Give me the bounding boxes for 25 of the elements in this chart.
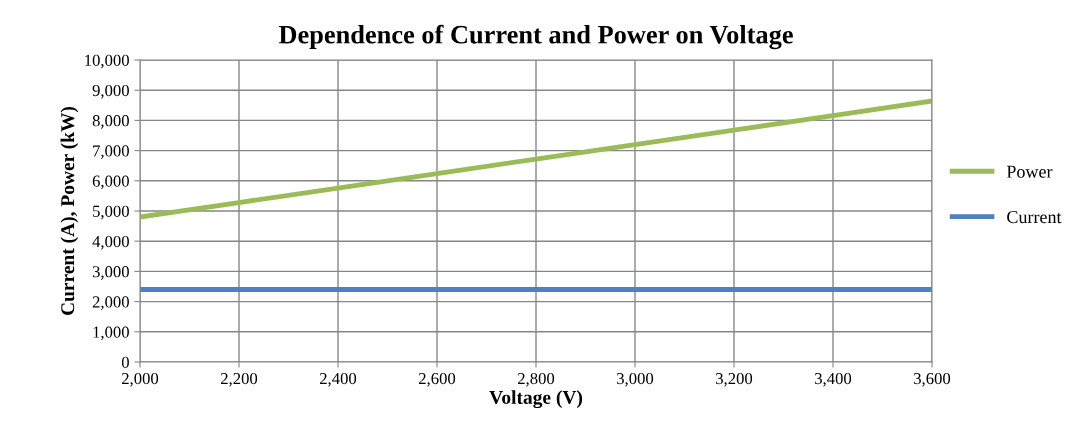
y-tick-label: 1,000 — [93, 326, 129, 341]
y-tick-label: 0 — [121, 356, 129, 368]
legend-label: Current — [1007, 211, 1062, 224]
y-tick-label: 3,000 — [92, 266, 129, 280]
y-axis-title: Current (A), Power (kW) — [60, 106, 79, 315]
x-tick-label: 2,000 — [121, 372, 159, 387]
x-tick-label: 2,400 — [319, 372, 357, 387]
y-tick-label: 4,000 — [92, 235, 129, 250]
y-tick-label: 9,000 — [92, 84, 129, 99]
y-tick-label: 5,000 — [93, 205, 129, 220]
x-tick-label: 2,800 — [517, 372, 555, 387]
x-tick-label: 3,000 — [617, 372, 654, 387]
x-tick-label: 2,600 — [418, 372, 456, 387]
y-tick-label: 6,000 — [92, 175, 129, 190]
chart-title: Dependence of Current and Power on Voltage — [278, 24, 793, 50]
x-axis-title: Voltage (V) — [489, 390, 583, 409]
y-tick-label: 7,000 — [93, 145, 129, 159]
y-tick-label: 8,000 — [92, 115, 129, 129]
y-tick-label: 10,000 — [85, 54, 129, 69]
legend-label: Power — [1006, 165, 1053, 178]
x-tick-label: 3,400 — [815, 372, 852, 387]
y-tick-label: 2,000 — [92, 296, 129, 310]
x-tick-label: 2,200 — [220, 372, 258, 387]
x-tick-label: 3,200 — [716, 372, 753, 387]
x-tick-label: 3,600 — [914, 372, 951, 387]
